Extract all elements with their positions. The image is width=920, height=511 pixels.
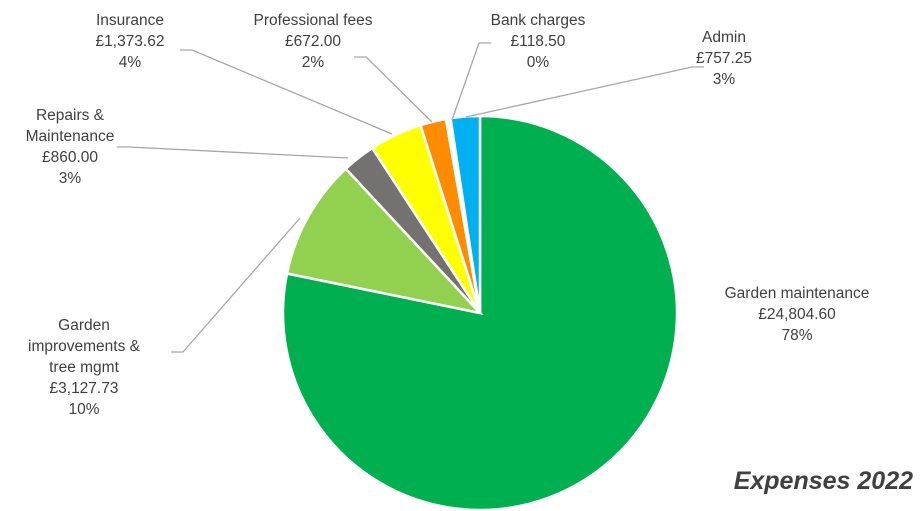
data-label-garden-improvements-and-tree-mgmt: Garden improvements & tree mgmt £3,127.73 10… — [28, 317, 141, 418]
data-labels: Garden maintenance £24,804.60 78% Garden imp… — [26, 12, 870, 418]
data-label-professional-fees: Professional fees £672.00 2% — [254, 12, 373, 71]
leader-line-professional-fees — [354, 56, 433, 123]
leader-line-insurance — [180, 49, 393, 135]
leader-line-admin — [465, 66, 704, 118]
data-label-garden-maintenance: Garden maintenance £24,804.60 78% — [725, 285, 870, 344]
leader-lines — [117, 42, 704, 353]
data-label-bank-charges: Bank charges £118.50 0% — [491, 12, 586, 71]
leader-line-garden-improvements-and-tree-mgmt — [171, 217, 301, 353]
data-label-admin: Admin £757.25 3% — [696, 29, 752, 88]
slice-admin — [449, 114, 482, 314]
leader-line-repairs-and-maintenance — [117, 146, 349, 159]
leader-line-bank-charges — [451, 42, 491, 121]
slice-garden-improvements-and-tree-mgmt — [285, 166, 484, 316]
data-label-repairs-and-maintenance: Repairs & Maintenance £860.00 3% — [26, 107, 115, 187]
pie-slices — [281, 114, 679, 511]
chart-title: Expenses 2022 — [734, 467, 913, 495]
data-label-insurance: Insurance £1,373.62 4% — [96, 12, 165, 71]
